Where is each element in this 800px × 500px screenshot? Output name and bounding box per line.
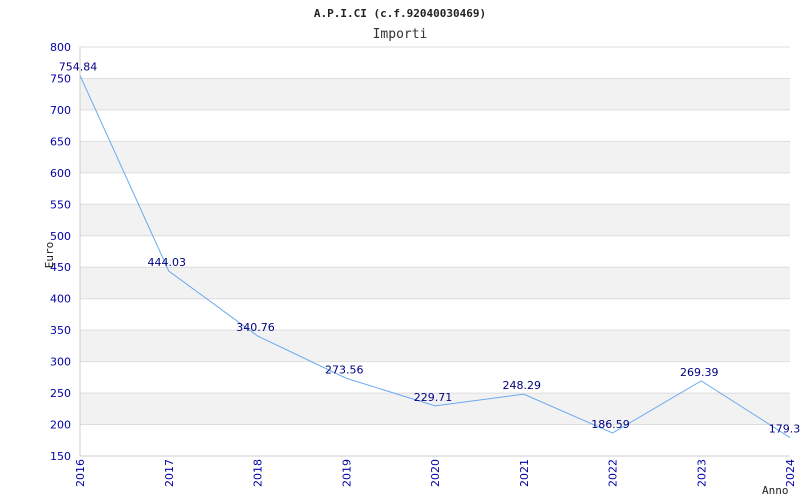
y-tick-label: 650 <box>50 135 71 148</box>
data-labels: 754.84 444.03 340.76 273.56 229.71 248.29 186.… <box>59 60 800 435</box>
x-axis-label: Anno <box>762 484 789 497</box>
x-tick-label: 2019 <box>340 459 353 487</box>
data-label: 179.33 <box>769 423 800 436</box>
y-tick-label: 250 <box>50 387 71 400</box>
grid-band <box>80 267 790 299</box>
x-tick-label: 2021 <box>518 459 531 487</box>
y-tick-label: 200 <box>50 419 71 432</box>
x-axis-ticks: 2016 2017 2018 2019 2020 2021 2022 2023 2024 <box>74 459 797 487</box>
chart-title: A.P.I.CI (c.f.92040030469) <box>314 7 486 20</box>
data-label: 340.76 <box>236 321 275 334</box>
x-tick-label: 2017 <box>163 459 176 487</box>
grid-band <box>80 204 790 236</box>
data-label: 754.84 <box>59 60 98 73</box>
grid-band <box>80 141 790 173</box>
x-tick-label: 2018 <box>252 459 265 487</box>
chart-subtitle: Importi <box>373 27 428 42</box>
x-tick-label: 2016 <box>74 459 87 487</box>
data-label: 186.59 <box>591 418 630 431</box>
x-tick-label: 2020 <box>429 459 442 487</box>
y-tick-label: 750 <box>50 72 71 85</box>
grid-band <box>80 330 790 362</box>
x-tick-label: 2024 <box>784 459 797 487</box>
y-tick-label: 800 <box>50 41 71 54</box>
y-tick-label: 300 <box>50 356 71 369</box>
x-tick-label: 2022 <box>607 459 620 487</box>
y-tick-label: 450 <box>50 261 71 274</box>
data-label: 229.71 <box>414 391 453 404</box>
series-line <box>79 75 791 438</box>
y-tick-label: 350 <box>50 324 71 337</box>
data-label: 273.56 <box>325 363 364 376</box>
y-axis-label: Euro <box>43 242 56 269</box>
y-tick-label: 150 <box>50 450 71 463</box>
y-tick-label: 550 <box>50 198 71 211</box>
background-bands <box>80 78 790 425</box>
data-label: 248.29 <box>503 379 542 392</box>
y-tick-label: 600 <box>50 167 71 180</box>
series-group <box>79 75 791 438</box>
y-tick-label: 500 <box>50 230 71 243</box>
x-tick-label: 2023 <box>695 459 708 487</box>
data-label: 444.03 <box>148 256 187 269</box>
y-tick-label: 700 <box>50 104 71 117</box>
y-axis-ticks: 150 200 250 300 350 400 450 500 550 600 650 700 750 8… <box>50 41 71 463</box>
data-label: 269.39 <box>680 366 719 379</box>
y-tick-label: 400 <box>50 293 71 306</box>
grid-band <box>80 78 790 110</box>
